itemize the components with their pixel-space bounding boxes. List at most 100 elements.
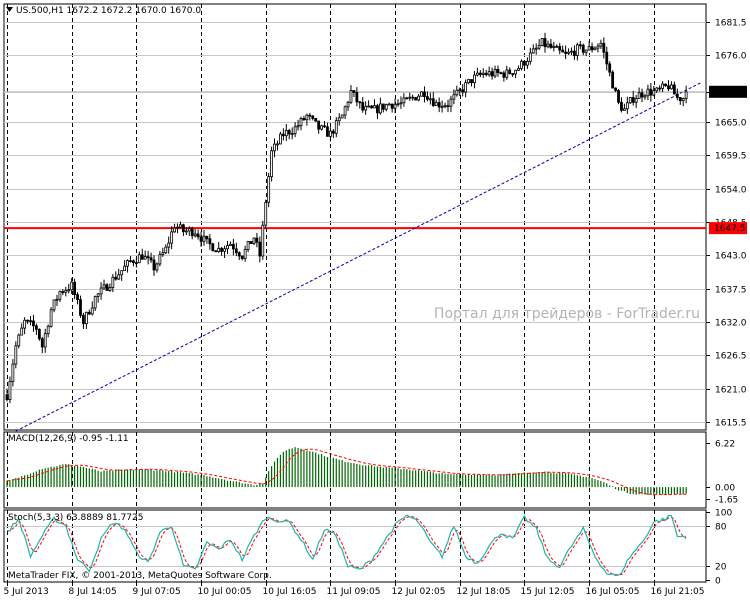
candle-body — [276, 143, 279, 146]
candle-body — [387, 103, 391, 106]
candle-body — [517, 68, 520, 71]
candle-body — [179, 224, 182, 228]
stoch-y-tick-label: 100 — [715, 509, 732, 519]
candle-body — [240, 255, 244, 259]
candle-body — [237, 252, 241, 257]
candle-body — [17, 334, 21, 347]
candle-body — [596, 45, 600, 49]
candle-body — [399, 102, 403, 105]
candle-body — [378, 103, 382, 114]
candle-body — [82, 314, 85, 325]
candle-body — [361, 102, 365, 111]
candle-body — [132, 260, 135, 264]
macd-y-tick-label: 0.00 — [715, 484, 735, 494]
candle-body — [46, 325, 50, 334]
candle-body — [111, 276, 115, 288]
candle-body — [167, 242, 171, 248]
candle-body — [281, 133, 285, 137]
candle-body — [602, 42, 606, 53]
candle-body — [114, 276, 118, 280]
x-tick-label: 12 Jul 18:05 — [457, 587, 511, 597]
candle-body — [326, 126, 329, 137]
candle-body — [49, 309, 53, 327]
candle-body — [108, 287, 112, 291]
candle-body — [467, 79, 470, 84]
candle-body — [229, 243, 232, 246]
candle-body — [220, 247, 224, 252]
candle-body — [170, 231, 174, 244]
candle-body — [390, 103, 394, 109]
trend-line[interactable] — [15, 82, 702, 432]
y-tick-label: 1665.0 — [715, 119, 747, 129]
candle-body — [655, 87, 659, 92]
triangle-down-icon[interactable] — [6, 7, 13, 12]
candle-body — [208, 238, 212, 245]
candle-body — [190, 228, 194, 237]
candle-body — [681, 98, 685, 102]
candle-body — [528, 52, 532, 62]
candle-body — [543, 38, 547, 48]
x-tick-label: 10 Jul 00:05 — [198, 587, 252, 597]
candle-body — [270, 150, 274, 178]
candle-body — [102, 284, 106, 289]
candle-body — [290, 133, 294, 135]
candle-body — [461, 89, 465, 93]
candle-body — [137, 254, 141, 264]
candle-body — [284, 129, 288, 137]
candle-body — [35, 325, 38, 330]
y-tick-label: 1681.5 — [715, 19, 747, 29]
candle-body — [649, 88, 653, 96]
candle-body — [364, 106, 368, 111]
candle-body — [670, 84, 673, 90]
candle-body — [396, 103, 400, 106]
stoch-y-tick-label: 0 — [715, 577, 721, 587]
candle-body — [120, 270, 124, 276]
candle-body — [537, 45, 541, 49]
candle-body — [540, 38, 544, 46]
candle-body — [146, 256, 150, 259]
candle-body — [546, 43, 550, 48]
candle-body — [561, 49, 565, 53]
candle-body — [667, 85, 670, 90]
candle-body — [593, 47, 597, 51]
candle-body — [614, 87, 617, 91]
y-tick-label: 1654.0 — [715, 186, 747, 196]
candle-body — [26, 319, 29, 322]
candle-body — [449, 98, 453, 107]
candle-body — [308, 114, 312, 117]
candle-body — [652, 90, 656, 96]
stoch-y-tick-label: 80 — [715, 523, 727, 533]
candle-body — [437, 102, 441, 108]
macd-y-tick-label: 6.22 — [715, 440, 735, 450]
candle-body — [384, 104, 388, 110]
candle-body — [358, 101, 362, 104]
pane-frame-1 — [3, 3, 707, 431]
candle-body — [32, 320, 35, 327]
candle-body — [402, 97, 406, 104]
candle-body — [514, 69, 518, 75]
candle-body — [223, 248, 226, 252]
stoch-main-line — [6, 514, 687, 577]
candle-body — [523, 60, 526, 66]
candle-body — [202, 235, 206, 242]
candle-body — [620, 101, 623, 111]
candle-body — [173, 227, 176, 233]
candle-body — [376, 105, 379, 114]
candle-body — [575, 44, 579, 56]
candle-body — [434, 102, 438, 107]
candle-body — [149, 257, 153, 261]
candle-body — [590, 46, 594, 51]
candle-body — [11, 363, 15, 382]
candle-body — [184, 230, 188, 233]
candle-body — [578, 44, 582, 47]
x-tick-label: 10 Jul 16:05 — [263, 587, 317, 597]
candle-body — [126, 260, 129, 267]
candle-body — [414, 97, 418, 101]
candle-body — [431, 98, 435, 107]
candle-body — [84, 311, 88, 325]
candle-body — [490, 71, 494, 77]
candle-body — [443, 105, 447, 108]
x-tick-label: 16 Jul 05:05 — [586, 587, 640, 597]
